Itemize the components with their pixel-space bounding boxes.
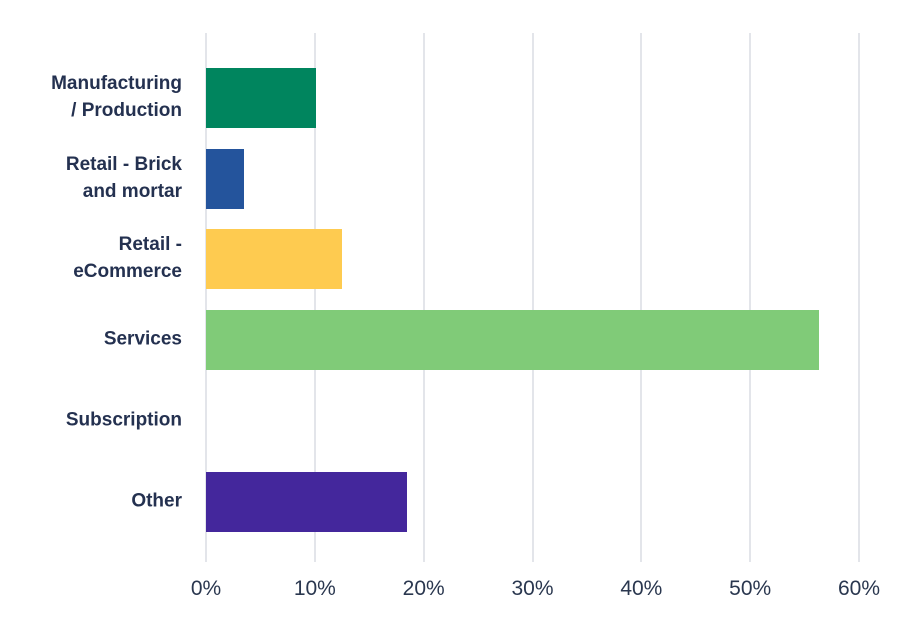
gridline-40% [640,33,643,562]
bar-manufacturing-production [206,68,316,128]
gridline-20% [422,33,425,562]
category-label-retail-brick-and-mortar: Retail - Brick and mortar [65,153,182,202]
x-tick-label-40%: 40% [620,577,663,600]
x-tick-label-30%: 30% [511,577,554,600]
x-tick-label-60%: 60% [837,577,881,600]
category-label-retail-ecommerce: Retail - eCommerce [73,234,182,283]
gridline-60% [858,33,860,562]
bar-retail-brick-and-mortar [206,148,245,209]
bar-services [206,310,819,371]
x-tick-label-20%: 20% [402,577,445,600]
x-tick-label-0%: 0% [190,577,222,600]
gridline-30% [531,33,534,562]
category-label-subscription: Subscription [65,409,182,431]
category-label-other: Other [131,490,182,512]
plot-area [205,33,860,562]
bar-other [206,471,408,532]
category-label-services: Services [103,328,182,350]
category-label-manufacturing-production: Manufacturing / Production [51,73,182,121]
x-tick-label-10%: 10% [293,577,336,600]
gridline-10% [313,33,316,562]
gridline-0% [205,33,207,562]
gridline-50% [749,33,752,562]
x-tick-label-50%: 50% [729,577,772,600]
bar-retail-ecommerce [206,229,343,290]
